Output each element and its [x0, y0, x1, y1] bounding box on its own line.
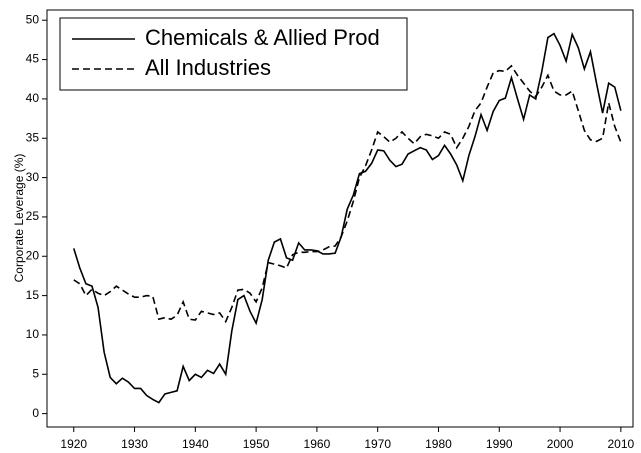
y-tick-label: 15	[26, 288, 40, 302]
legend-label: Chemicals & Allied Prod	[145, 25, 380, 50]
y-tick-label: 20	[26, 248, 40, 262]
y-tick-label: 35	[26, 130, 40, 144]
x-tick-label: 1980	[425, 437, 452, 451]
plot-frame	[46, 9, 634, 428]
y-tick-label: 30	[26, 170, 40, 184]
legend-label: All Industries	[145, 55, 271, 80]
x-tick-label: 2000	[547, 437, 574, 451]
data-line	[72, 31, 622, 404]
y-tick-label: 40	[26, 91, 40, 105]
y-tick-label: 45	[26, 52, 40, 66]
x-tick-label: 1950	[243, 437, 270, 451]
y-tick-label: 5	[32, 366, 39, 380]
legend-box	[59, 17, 408, 91]
y-tick-label: 25	[26, 209, 40, 223]
x-tick-label: 1970	[364, 437, 391, 451]
x-tick-label: 1920	[60, 437, 87, 451]
y-axis-label: Corporate Leverage (%)	[12, 154, 26, 283]
y-tick-label: 10	[26, 327, 40, 341]
x-tick-label: 1960	[304, 437, 331, 451]
y-tick-label: 0	[32, 406, 39, 420]
x-tick-label: 2010	[607, 437, 634, 451]
x-tick-label: 1990	[486, 437, 513, 451]
y-tick-label: 50	[26, 12, 40, 26]
x-tick-label: 1930	[121, 437, 148, 451]
data-line	[73, 64, 622, 324]
x-tick-label: 1940	[182, 437, 209, 451]
